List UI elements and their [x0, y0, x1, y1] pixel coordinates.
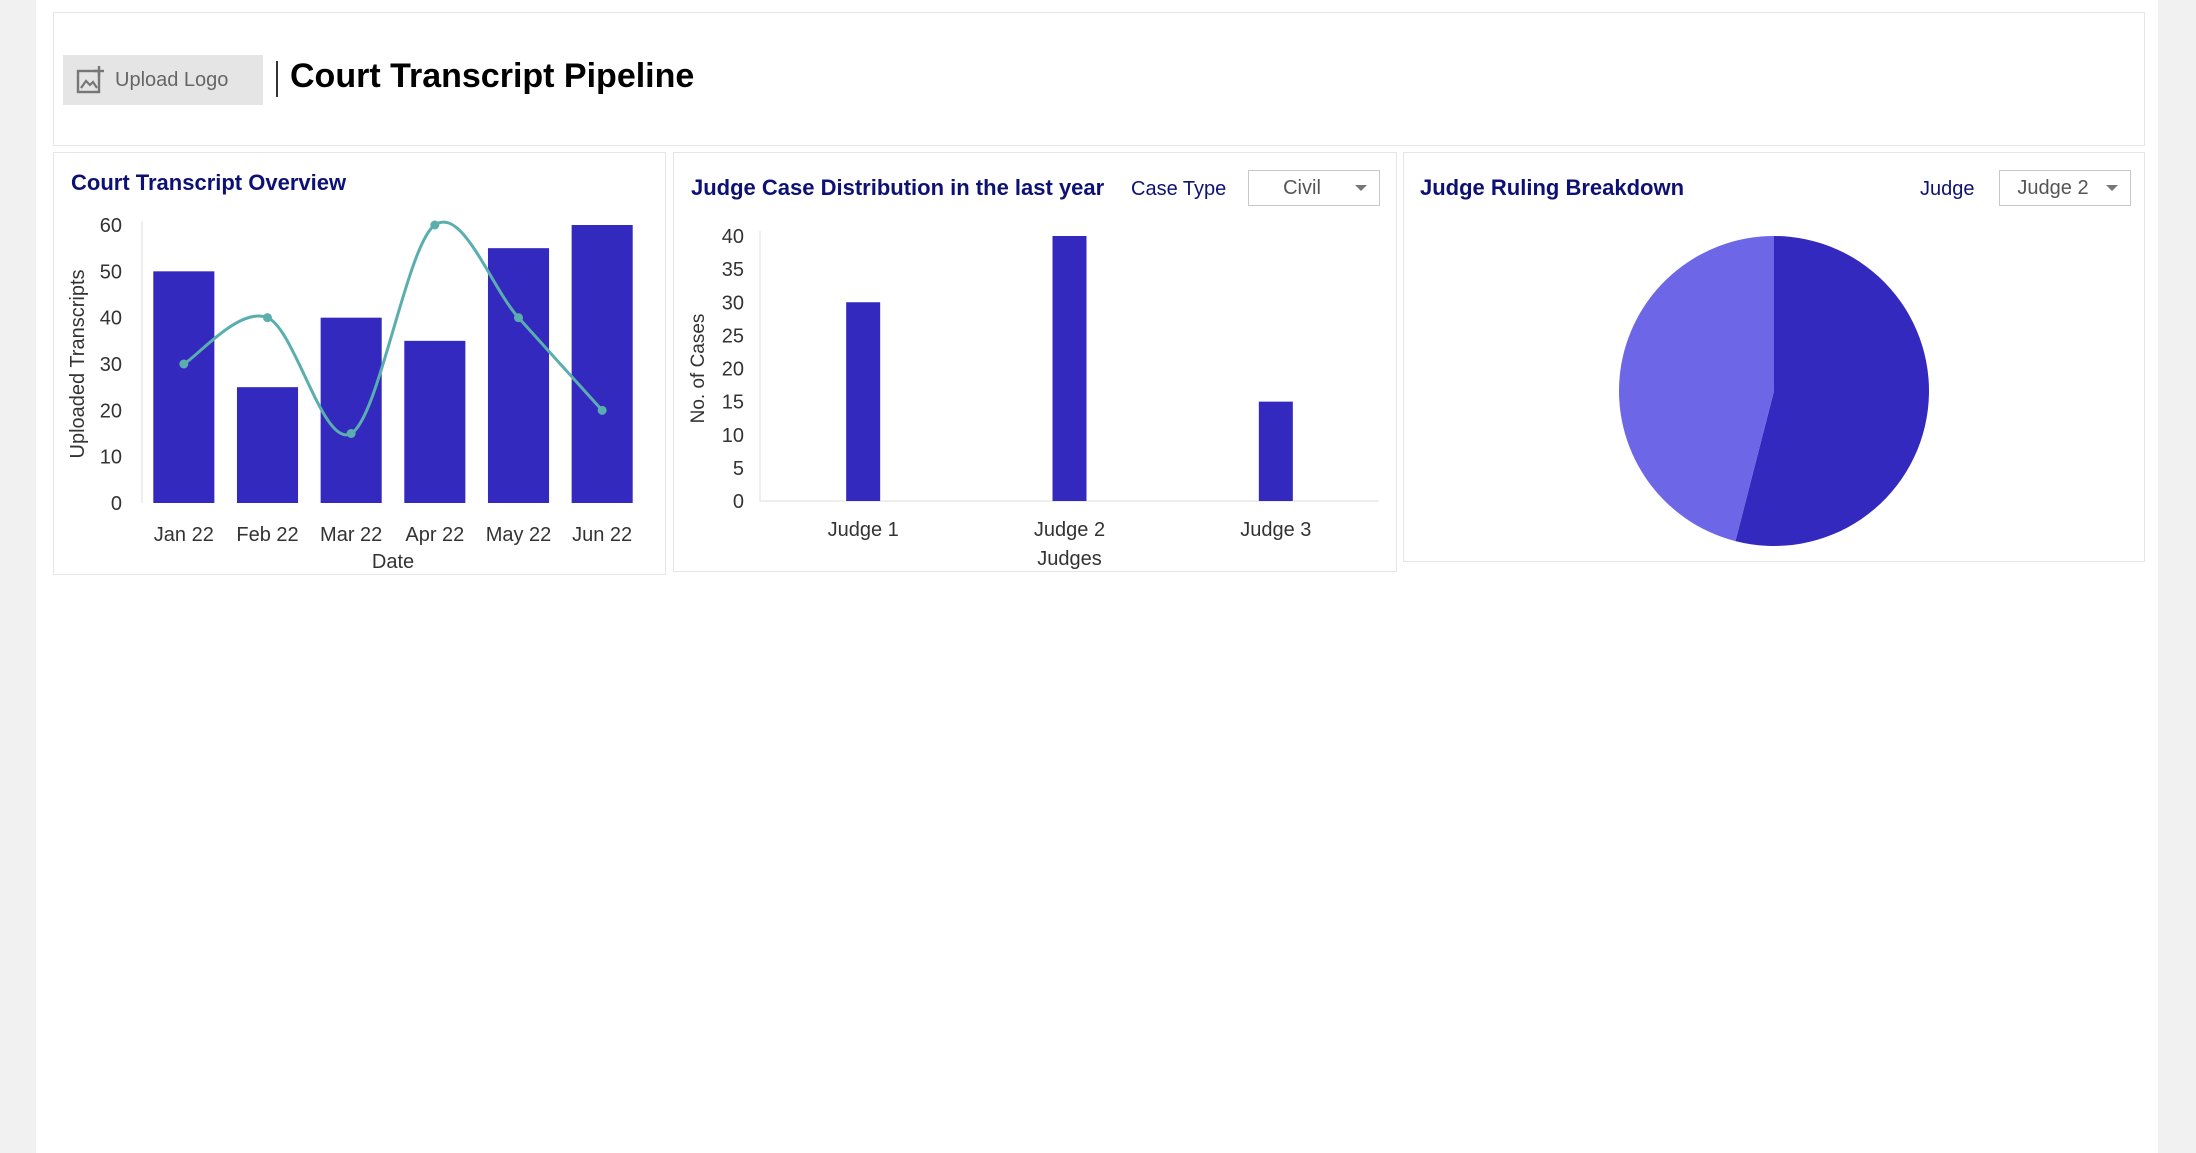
case-distribution-card-title: Judge Case Distribution in the last year — [691, 175, 1105, 200]
x-tick-label: Mar 22 — [320, 524, 382, 546]
judge-select-value: Judge 2 — [2017, 176, 2089, 199]
bar-judge-3 — [1258, 401, 1293, 501]
x-tick-label: Feb 22 — [236, 524, 298, 546]
overview-card-title: Court Transcript Overview — [71, 170, 347, 195]
y-axis-title: No. of Cases — [688, 314, 709, 424]
bar-judge-1 — [846, 302, 881, 501]
y-tick-label: 10 — [722, 425, 744, 447]
y-axis-title: Uploaded Transcripts — [67, 270, 89, 459]
ruling-breakdown-chart — [1618, 236, 1929, 546]
scrollbar[interactable] — [2158, 0, 2196, 1153]
trend-point — [263, 313, 272, 323]
y-tick-label: 50 — [100, 261, 122, 283]
trend-point — [430, 220, 440, 230]
x-tick-label: May 22 — [486, 524, 552, 546]
bar-jun-22 — [571, 225, 633, 503]
case-type-label: Case Type — [1131, 178, 1227, 200]
case-distribution-card: Judge Case Distribution in the last year… — [673, 152, 1397, 572]
x-tick-label: Judge 1 — [828, 519, 899, 541]
chevron-down-icon — [1355, 185, 1367, 191]
x-tick-label: Judge 3 — [1240, 519, 1311, 541]
y-tick-label: 30 — [722, 292, 744, 314]
x-tick-label: Jun 22 — [572, 524, 632, 546]
case-type-select[interactable]: Civil — [1248, 170, 1380, 206]
x-axis-title: Date — [372, 551, 414, 573]
pie-slice-1 — [1735, 236, 1929, 546]
page-title: Court Transcript Pipeline — [290, 57, 695, 95]
judge-select[interactable]: Judge 2 — [1999, 170, 2131, 206]
ruling-breakdown-card: Judge Ruling Breakdown Judge Judge 2 — [1403, 152, 2145, 562]
bar-jan-22 — [153, 271, 215, 503]
y-tick-label: 5 — [733, 458, 744, 480]
x-tick-label: Judge 2 — [1034, 519, 1105, 541]
pie-slice-2 — [1618, 236, 1774, 542]
case-distribution-chart: 0 5 10 15 20 25 30 35 40 Judge 1 Judge 2 Judge 3 Jud… — [688, 226, 1379, 570]
trend-point — [346, 429, 356, 438]
y-tick-label: 60 — [100, 215, 122, 237]
y-tick-label: 10 — [100, 447, 122, 469]
y-tick-label: 20 — [722, 359, 744, 381]
x-tick-label: Apr 22 — [405, 524, 464, 546]
trend-point — [179, 359, 189, 369]
ruling-breakdown-card-title: Judge Ruling Breakdown — [1420, 175, 1685, 200]
judge-filter-label: Judge — [1920, 178, 1975, 200]
bar-mar-22 — [320, 317, 382, 503]
trend-point — [597, 405, 607, 415]
x-axis-title: Judges — [1037, 548, 1102, 570]
bar-judge-2 — [1052, 236, 1087, 501]
y-tick-label: 0 — [733, 491, 744, 513]
header-panel: Upload Logo Court Transcript Pipeline — [53, 12, 2145, 146]
x-tick-label: Jan 22 — [154, 524, 214, 546]
overview-chart: 0 10 20 30 40 50 60 Jan 22 Feb 22 Mar 22 Apr 22 May… — [67, 215, 633, 573]
overview-card: Court Transcript Overview 0 10 20 30 40 50 60 J… — [53, 152, 666, 575]
trend-point — [514, 313, 523, 323]
y-tick-label: 40 — [100, 308, 122, 330]
y-tick-label: 0 — [111, 493, 122, 515]
y-tick-label: 15 — [722, 392, 744, 414]
bar-apr-22 — [404, 340, 466, 503]
y-tick-label: 40 — [722, 226, 744, 248]
image-upload-icon — [76, 66, 104, 94]
y-tick-label: 20 — [100, 400, 122, 422]
upload-logo-button[interactable]: Upload Logo — [63, 55, 263, 105]
upload-logo-label: Upload Logo — [115, 68, 229, 91]
y-tick-label: 35 — [722, 259, 744, 281]
title-divider — [276, 61, 278, 97]
case-type-value: Civil — [1283, 176, 1321, 199]
y-tick-label: 30 — [100, 354, 122, 376]
bar-feb-22 — [236, 387, 299, 503]
y-tick-label: 25 — [722, 325, 744, 347]
chevron-down-icon — [2106, 185, 2118, 191]
